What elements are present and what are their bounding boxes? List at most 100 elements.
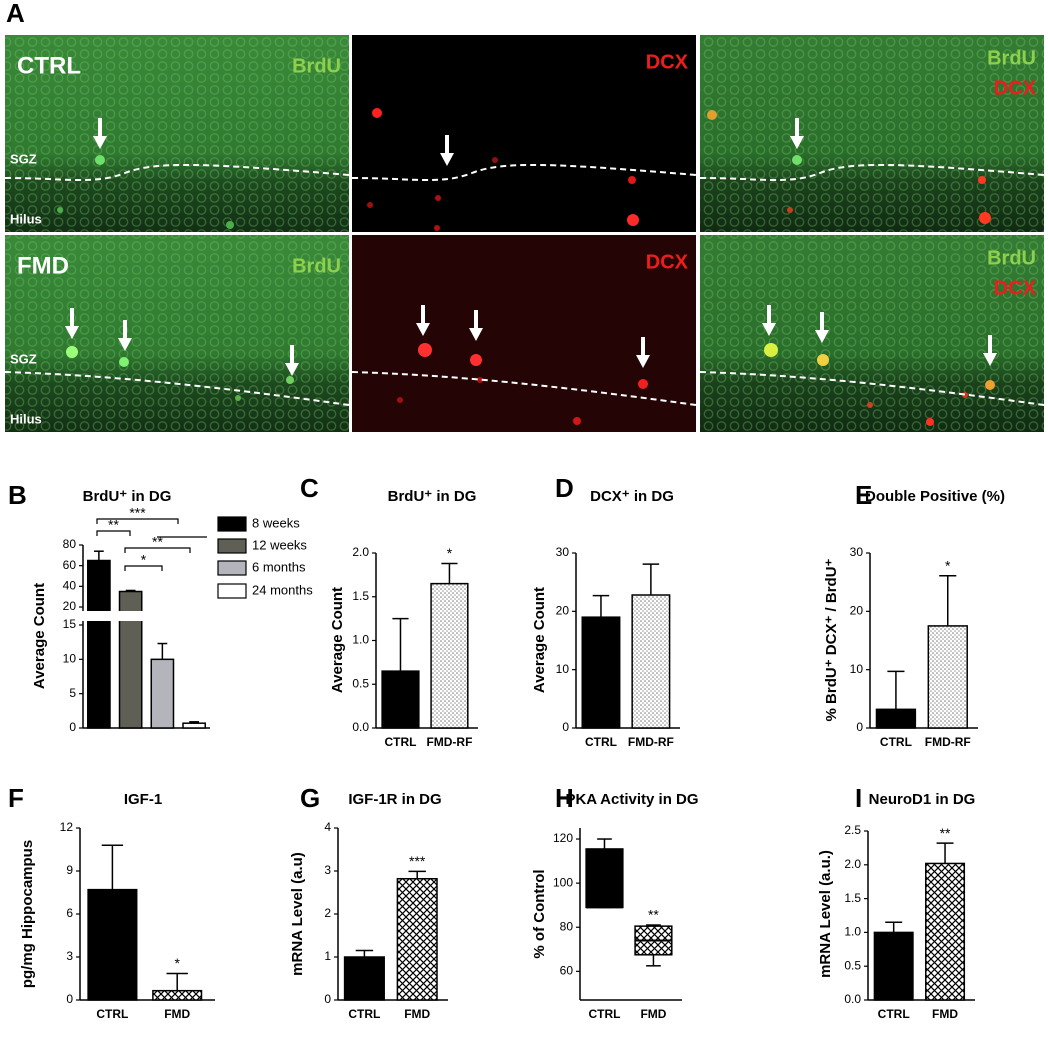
cell bbox=[235, 395, 241, 401]
y-axis-label: Average Count bbox=[531, 587, 548, 693]
bar bbox=[150, 658, 175, 729]
bar bbox=[87, 559, 111, 729]
bar bbox=[875, 708, 917, 729]
axis-break bbox=[80, 611, 212, 621]
cell bbox=[638, 379, 648, 389]
y-tick-label: 2.5 bbox=[844, 823, 861, 837]
y-tick-label: 10 bbox=[850, 662, 864, 676]
cell bbox=[57, 207, 63, 213]
cell-texture bbox=[700, 35, 1044, 232]
x-tick-label: FMD bbox=[640, 1007, 666, 1021]
x-tick-label: FMD bbox=[164, 1007, 190, 1021]
sgz-boundary bbox=[699, 371, 1045, 406]
arrow-head bbox=[636, 355, 650, 368]
chart-title: IGF-1R in DG bbox=[348, 791, 441, 808]
panel-label: B bbox=[8, 480, 27, 510]
legend-swatch bbox=[217, 560, 247, 576]
y-tick-label: 0.5 bbox=[844, 958, 861, 972]
chart-title: DCX⁺ in DG bbox=[590, 488, 674, 505]
cell bbox=[628, 176, 636, 184]
cell bbox=[434, 225, 440, 231]
y-tick-label: 0.0 bbox=[352, 720, 369, 734]
bar bbox=[396, 877, 438, 1001]
panel-label: F bbox=[8, 783, 24, 813]
y-axis-label: Average Count bbox=[31, 583, 48, 689]
bar bbox=[925, 862, 966, 1001]
bar bbox=[182, 722, 206, 729]
y-tick-label: 80 bbox=[63, 537, 77, 551]
panel-label: E bbox=[855, 480, 872, 510]
y-axis-label: pg/mg Hippocampus bbox=[19, 840, 36, 988]
legend-swatch bbox=[217, 538, 247, 554]
cell bbox=[397, 397, 403, 403]
micrograph bbox=[352, 35, 696, 232]
cell bbox=[372, 108, 382, 118]
y-tick-label: 2.0 bbox=[844, 857, 861, 871]
significance: * bbox=[174, 955, 180, 971]
significance: ** bbox=[108, 517, 119, 533]
zone-label: Hilus bbox=[10, 411, 42, 426]
y-tick-label: 100 bbox=[553, 875, 573, 889]
legend-label: 24 months bbox=[252, 582, 313, 597]
sgz-boundary bbox=[351, 371, 697, 406]
x-tick-label: CTRL bbox=[384, 735, 416, 749]
bar bbox=[381, 670, 420, 729]
sgz-boundary bbox=[699, 163, 1045, 181]
legend-label: 8 weeks bbox=[252, 515, 300, 530]
x-tick-label: CTRL bbox=[880, 735, 912, 749]
significance: ** bbox=[940, 825, 951, 841]
y-tick-label: 60 bbox=[63, 558, 77, 572]
bar bbox=[343, 956, 385, 1001]
y-tick-label: 120 bbox=[553, 831, 573, 845]
y-axis-label: % of Control bbox=[531, 869, 548, 958]
bar bbox=[118, 590, 143, 729]
significance: *** bbox=[129, 505, 146, 521]
y-tick-label: 20 bbox=[63, 599, 77, 613]
arrow-head bbox=[983, 353, 997, 366]
significance: * bbox=[447, 545, 453, 561]
cell bbox=[286, 376, 294, 384]
y-tick-label: 40 bbox=[63, 579, 77, 593]
chart-title: PKA Activity in DG bbox=[565, 791, 698, 808]
chart-title: NeuroD1 in DG bbox=[869, 791, 976, 808]
arrow-head bbox=[440, 153, 454, 166]
cell bbox=[764, 343, 778, 357]
y-tick-label: 80 bbox=[560, 919, 574, 933]
cell bbox=[867, 402, 873, 408]
arrow-head bbox=[118, 338, 132, 351]
cell bbox=[367, 202, 373, 208]
significance: ** bbox=[152, 534, 163, 550]
y-tick-label: 1.5 bbox=[352, 589, 369, 603]
y-tick-label: 20 bbox=[556, 604, 570, 618]
y-tick-label: 1.0 bbox=[352, 633, 369, 647]
arrow-head bbox=[93, 136, 107, 149]
panel-label: A bbox=[6, 0, 25, 28]
y-tick-label: 1 bbox=[324, 949, 331, 963]
cell bbox=[418, 343, 432, 357]
condition-label: FMD bbox=[17, 252, 69, 279]
x-tick-label: CTRL bbox=[585, 735, 617, 749]
x-tick-label: FMD-RF bbox=[426, 735, 472, 749]
arrow-head bbox=[469, 328, 483, 341]
y-tick-label: 3 bbox=[66, 949, 73, 963]
y-tick-label: 0 bbox=[856, 720, 863, 734]
channel-label: BrdU bbox=[292, 55, 341, 77]
channel-label: BrdU bbox=[987, 47, 1036, 69]
significance: * bbox=[141, 552, 147, 568]
chart-title: BrdU⁺ in DG bbox=[388, 488, 477, 505]
y-axis-label: % BrdU⁺ DCX⁺ / BrdU⁺ bbox=[823, 558, 840, 721]
channel-label: DCX bbox=[994, 277, 1037, 299]
y-axis-label: mRNA Level (a.u.) bbox=[817, 850, 834, 978]
x-tick-label: CTRL bbox=[348, 1007, 380, 1021]
channel-label: DCX bbox=[994, 77, 1037, 99]
channel-label: BrdU bbox=[987, 247, 1036, 269]
cell bbox=[435, 195, 441, 201]
condition-label: CTRL bbox=[17, 52, 81, 79]
sgz-boundary bbox=[4, 163, 350, 181]
y-tick-label: 2.0 bbox=[352, 545, 369, 559]
cell bbox=[707, 110, 717, 120]
micrograph bbox=[352, 235, 696, 432]
x-tick-label: FMD-RF bbox=[628, 735, 674, 749]
